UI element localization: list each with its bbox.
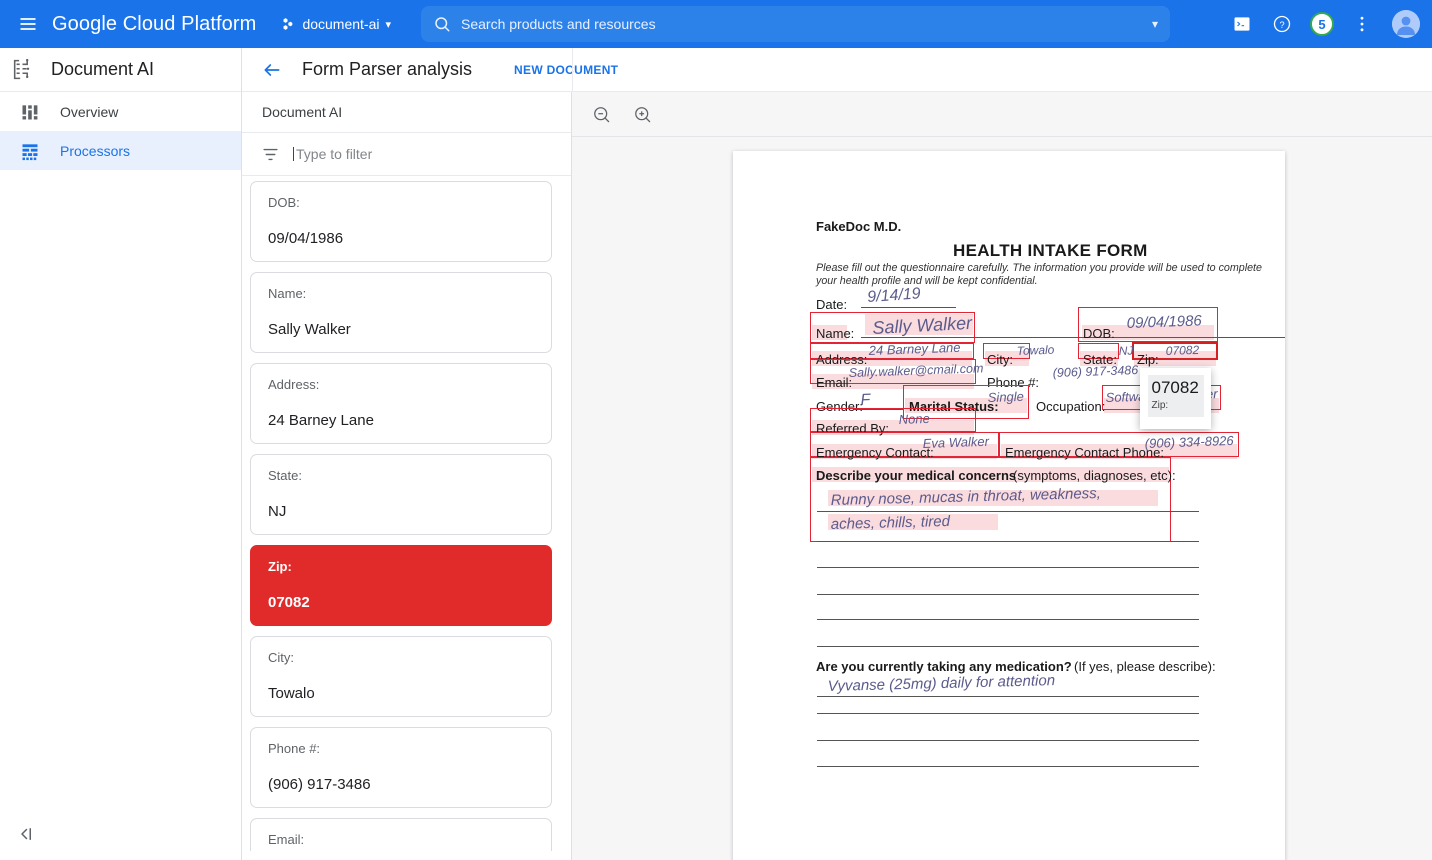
svg-text:?: ? [1279, 20, 1284, 30]
